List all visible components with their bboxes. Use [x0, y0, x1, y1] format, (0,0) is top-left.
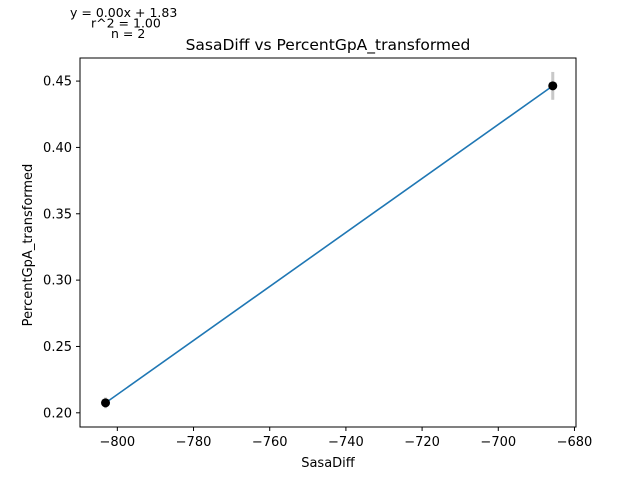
x-tick-label: −800	[99, 435, 135, 450]
y-tick-label: 0.45	[43, 75, 72, 90]
x-tick-label: −740	[328, 435, 364, 450]
fit-r-squared: r^2 = 1.00	[91, 16, 161, 31]
x-tick-label: −780	[176, 435, 212, 450]
y-tick-label: 0.30	[43, 274, 72, 289]
x-axis-ticks: −800 −780 −760 −740 −720 −700 −680	[99, 427, 592, 450]
fit-line-group	[105, 85, 554, 404]
x-axis-label: SasaDiff	[301, 456, 356, 471]
data-point	[101, 398, 111, 408]
plot-frame	[79, 57, 577, 428]
y-tick-label: 0.20	[43, 406, 72, 421]
data-point	[548, 81, 558, 91]
y-axis-ticks: 0.20 0.25 0.30 0.35 0.40 0.45	[43, 75, 80, 421]
x-tick-label: −700	[480, 435, 516, 450]
x-tick-label: −720	[404, 435, 440, 450]
fit-line	[105, 85, 554, 404]
y-tick-label: 0.40	[43, 141, 72, 156]
x-tick-label: −680	[557, 435, 593, 450]
y-axis-label: PercentGpA_transformed	[21, 164, 36, 327]
data-points	[101, 81, 558, 408]
fit-equation: y = 0.00x + 1.83	[70, 5, 177, 20]
fit-n: n = 2	[111, 26, 145, 41]
y-tick-label: 0.25	[43, 340, 72, 355]
chart-title: SasaDiff vs PercentGpA_transformed	[186, 36, 471, 55]
y-tick-label: 0.35	[43, 207, 72, 222]
error-bars	[104, 71, 555, 409]
x-tick-label: −760	[252, 435, 288, 450]
